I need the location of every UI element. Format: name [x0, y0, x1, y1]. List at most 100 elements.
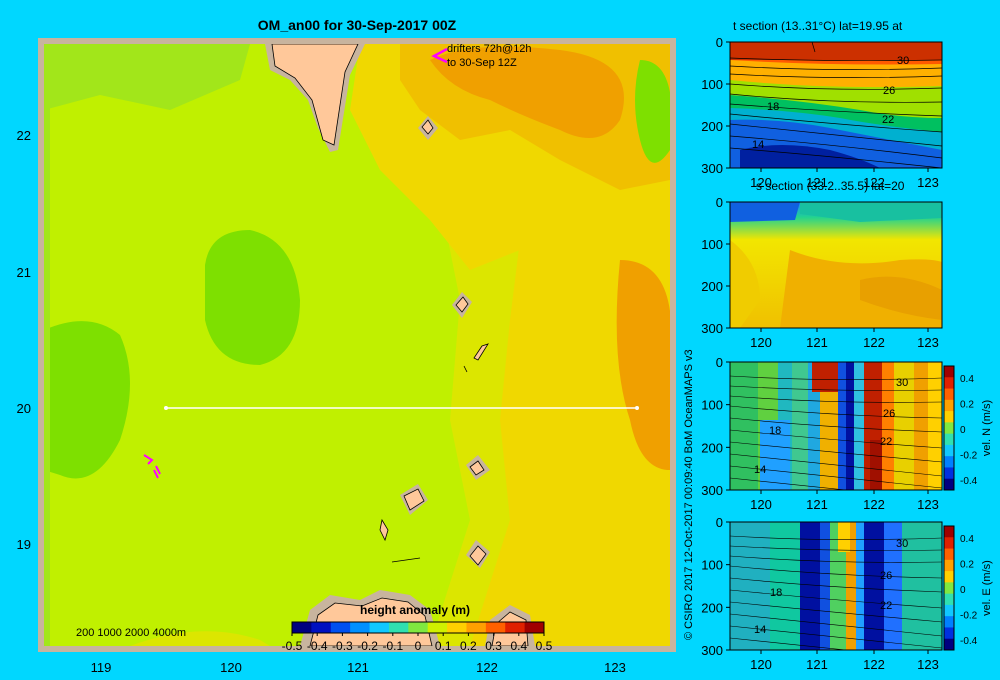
vel-colorbar-tick: -0.4 — [960, 476, 978, 487]
section-x-tick: 121 — [806, 657, 828, 672]
map-y-tick: 20 — [17, 401, 31, 416]
vel-colorbar-swatch — [944, 582, 954, 595]
vn-contour-label: 22 — [880, 436, 892, 448]
vel-colorbar-swatch — [944, 537, 954, 550]
section-x-tick: 120 — [750, 497, 772, 512]
vel-colorbar-tick: 0 — [960, 585, 966, 596]
ve-contour-label: 22 — [880, 600, 892, 612]
ve-contour-label: 30 — [896, 538, 908, 550]
s-section-field — [730, 202, 942, 328]
colorbar-swatch — [485, 622, 506, 633]
section-y-tick: 300 — [701, 483, 723, 498]
colorbar-swatch — [505, 622, 526, 633]
vel-colorbar-tick: 0.4 — [960, 534, 974, 545]
section-y-tick: 0 — [716, 35, 723, 50]
t-contour-label: 14 — [752, 139, 764, 151]
vel-colorbar-swatch — [944, 604, 954, 617]
vel-colorbar-tick: -0.2 — [960, 451, 978, 462]
vel-colorbar-swatch — [944, 411, 954, 423]
colorbar-swatch — [408, 622, 429, 633]
islands — [379, 116, 490, 568]
vel-colorbar-swatch — [944, 444, 954, 457]
section-x-tick: 121 — [806, 497, 828, 512]
colorbar-swatch — [369, 622, 390, 633]
colorbar-tick-label: -0.3 — [332, 639, 353, 653]
height-anomaly-field — [44, 44, 670, 646]
section-x-tick: 122 — [863, 497, 885, 512]
map-x-tick: 122 — [476, 660, 498, 675]
vel-colorbar-swatch — [944, 548, 954, 561]
vel-colorbar-swatch — [944, 638, 954, 651]
section-y-tick: 100 — [701, 237, 723, 252]
map-y-tick: 21 — [17, 265, 31, 280]
map-x-tick: 121 — [347, 660, 369, 675]
map-y-tick: 19 — [17, 537, 31, 552]
vel-colorbar-swatch — [944, 456, 954, 468]
section-y-tick: 0 — [716, 195, 723, 210]
section-x-tick: 122 — [863, 175, 885, 190]
vel-colorbar-swatch — [944, 422, 954, 435]
vel-colorbar-swatch — [944, 559, 954, 572]
section-start-marker — [164, 406, 168, 410]
colorbar-swatch — [311, 622, 332, 633]
ve-section-panel: 30 26 22 18 14 0 100 200 300 120 121 122 123 0.… — [701, 515, 993, 672]
section-y-tick: 0 — [716, 515, 723, 530]
section-y-tick: 100 — [701, 398, 723, 413]
map-y-axis: 22 21 20 19 — [17, 128, 31, 552]
vel-colorbar-swatch — [944, 399, 954, 412]
map-x-tick: 123 — [604, 660, 626, 675]
vel-colorbar-tick: 0 — [960, 425, 966, 436]
colorbar-tick-label: -0.5 — [282, 639, 303, 653]
vel-colorbar-swatch — [944, 377, 954, 390]
t-contour-label: 18 — [767, 101, 779, 113]
t-section-title: t section (13..31°C) lat=19.95 at — [733, 19, 903, 33]
vel-colorbar-swatch — [944, 478, 954, 491]
colorbar-tick-label: 0.1 — [435, 639, 452, 653]
ve-section-field — [730, 522, 942, 650]
vel-colorbar-swatch — [944, 571, 954, 583]
vn-section-contours — [730, 375, 942, 490]
map-colorbar: height anomaly (m) -0.5 -0.4 -0.3 -0.2 -0.1 0… — [282, 603, 553, 653]
ve-section-contours — [730, 535, 942, 650]
colorbar-tick-label: 0.5 — [536, 639, 553, 653]
map-x-axis: 119 120 121 122 123 — [91, 660, 626, 675]
vel-colorbar-label: vel. E (m/s) — [981, 560, 993, 616]
section-y-tick: 200 — [701, 119, 723, 134]
section-y-tick: 300 — [701, 161, 723, 176]
section-x-tick: 121 — [806, 175, 828, 190]
vel-colorbar-swatch — [944, 366, 954, 378]
section-x-tick: 123 — [917, 335, 939, 350]
vn-contour-label: 14 — [754, 464, 766, 476]
section-y-tick: 300 — [701, 321, 723, 336]
colorbar-tick-label: -0.4 — [307, 639, 328, 653]
section-y-tick: 100 — [701, 77, 723, 92]
colorbar-swatch — [292, 622, 312, 633]
vel-colorbar-swatch — [944, 593, 954, 606]
colorbar-tick-label: 0.2 — [460, 639, 477, 653]
section-x-tick: 123 — [917, 657, 939, 672]
colorbar-tick-label: 0.3 — [485, 639, 502, 653]
vel-colorbar-swatch — [944, 526, 954, 538]
drifter-tracks — [143, 454, 161, 479]
vn-section-panel: 30 26 22 18 14 0 100 200 300 120 121 122 123 0.… — [701, 355, 993, 512]
vel-colorbar-swatch — [944, 627, 954, 640]
colorbar-swatches — [292, 622, 545, 633]
vel-colorbar-swatch — [944, 388, 954, 401]
map-y-tick: 22 — [17, 128, 31, 143]
colorbar-tick-label: -0.2 — [357, 639, 378, 653]
t-contour-label: 30 — [897, 55, 909, 67]
colorbar-title: height anomaly (m) — [360, 603, 470, 617]
vel-colorbar-swatch — [944, 467, 954, 480]
vn-contour-label: 26 — [883, 408, 895, 420]
section-end-marker — [635, 406, 639, 410]
s-section-title: s section (33.2..35.5) lat=20 — [756, 179, 905, 193]
section-y-tick: 200 — [701, 440, 723, 455]
colorbar-tick-label: 0 — [415, 639, 422, 653]
vel-colorbar-swatch — [944, 433, 954, 446]
section-y-tick: 300 — [701, 643, 723, 658]
colorbar-swatch — [330, 622, 351, 633]
vel-colorbar-tick: -0.2 — [960, 611, 978, 622]
vn-colorbar: 0.4 0.2 0 -0.2 -0.4 vel. N (m/s) — [943, 365, 993, 491]
colorbar-swatch — [350, 622, 371, 633]
